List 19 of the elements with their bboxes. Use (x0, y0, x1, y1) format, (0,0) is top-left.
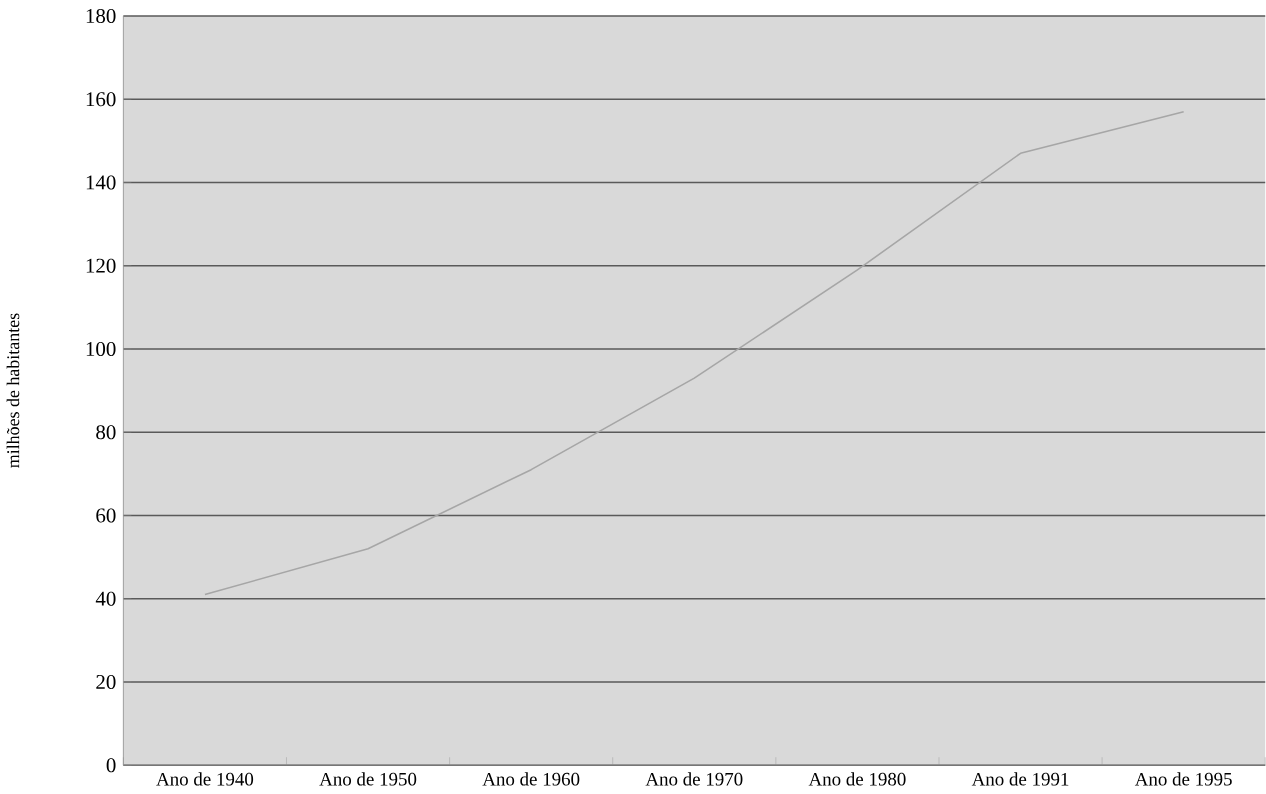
x-tick-label: Ano de 1940 (156, 772, 254, 786)
y-tick-label: 160 (86, 92, 116, 107)
y-tick-label: 120 (86, 258, 116, 273)
x-tick-label: Ano de 1995 (1134, 772, 1232, 786)
y-tick-label: 80 (96, 425, 116, 440)
x-tick-label: Ano de 1950 (319, 772, 417, 786)
y-tick-label: 60 (96, 508, 116, 523)
x-tick-label: Ano de 1960 (482, 772, 580, 786)
y-tick-label: 140 (86, 175, 116, 190)
y-axis-title: milhões de habitantes (6, 313, 20, 468)
y-tick-label: 20 (96, 674, 116, 689)
y-tick-label: 100 (86, 341, 116, 356)
x-tick-label: Ano de 1980 (808, 772, 906, 786)
y-tick-label: 0 (106, 758, 116, 773)
y-tick-label: 40 (95, 591, 116, 606)
x-tick-label: Ano de 1970 (645, 772, 743, 786)
x-tick-label: Ano de 1991 (971, 772, 1069, 786)
line-series (204, 110, 1185, 596)
y-tick-label: 180 (86, 8, 116, 23)
